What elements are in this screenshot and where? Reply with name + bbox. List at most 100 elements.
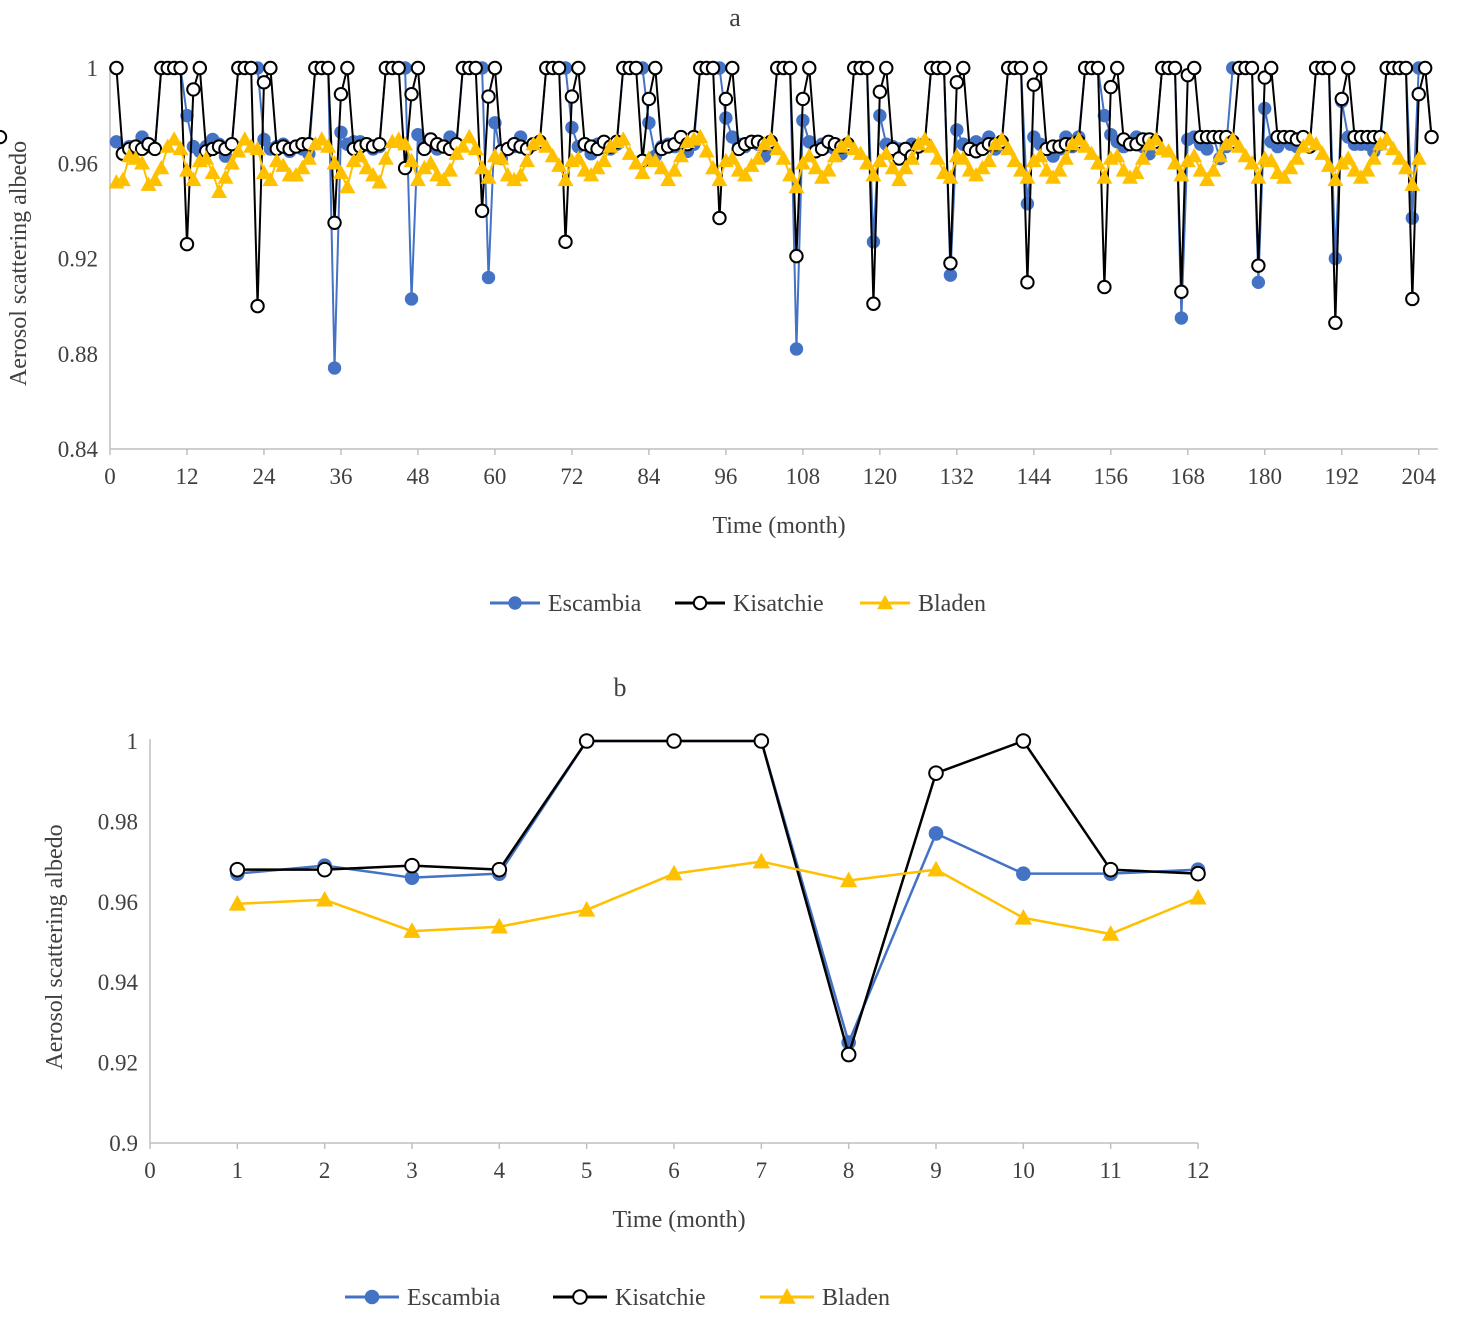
data-point (642, 116, 656, 130)
data-point (820, 162, 837, 177)
data-point (762, 131, 779, 146)
data-point (1385, 140, 1402, 156)
data-point (327, 215, 342, 230)
data-point (159, 138, 176, 153)
y-tick-label: 0.98 (98, 809, 138, 834)
y-tick-label: 0.92 (58, 247, 98, 272)
data-point (1013, 162, 1029, 177)
data-point (1257, 70, 1272, 85)
data-point (1033, 60, 1048, 76)
data-point (852, 145, 869, 160)
data-point (230, 143, 247, 158)
data-point (551, 157, 568, 172)
data-point (859, 60, 875, 76)
data-point (172, 140, 189, 156)
x-tick-label: 144 (1017, 464, 1052, 489)
data-point (1365, 150, 1382, 165)
legend: Escambia Kisatchie Bladen (490, 591, 986, 617)
data-point (320, 60, 336, 76)
data-point (481, 270, 496, 285)
series-line-kisatchie (237, 739, 1199, 1056)
data-point (866, 235, 881, 249)
x-tick-label: 84 (637, 464, 661, 489)
data-point (1020, 197, 1035, 211)
x-tick-label: 24 (252, 464, 276, 489)
data-point (1103, 79, 1119, 95)
y-tick-label: 0.84 (58, 437, 99, 462)
data-point (949, 75, 965, 90)
data-point (1231, 138, 1248, 153)
data-point (404, 86, 419, 102)
x-tick-label: 11 (1100, 1158, 1122, 1183)
data-point (454, 138, 471, 153)
x-tick-label: 6 (668, 1158, 680, 1183)
data-point (1134, 150, 1151, 165)
data-point (192, 60, 208, 76)
data-point (802, 60, 817, 76)
data-point (1346, 162, 1363, 177)
data-point (1147, 131, 1164, 146)
data-point (315, 890, 334, 907)
legend-marker (692, 595, 708, 611)
data-point (1070, 131, 1087, 146)
data-point (448, 145, 465, 160)
data-point (1224, 131, 1241, 146)
data-point (404, 292, 419, 306)
series-line-bladen (237, 860, 1199, 936)
data-point (1090, 60, 1106, 76)
data-point (1405, 291, 1420, 307)
data-point (571, 60, 586, 76)
legend-marker (778, 1288, 796, 1304)
chart-title: a (729, 3, 741, 32)
data-point (1013, 60, 1029, 76)
data-point (564, 89, 580, 104)
legend-label: Escambia (407, 1285, 501, 1311)
data-point (1211, 147, 1228, 163)
data-point (467, 140, 484, 156)
data-point (871, 152, 888, 168)
y-tick-label: 1 (127, 729, 139, 754)
data-point (769, 140, 786, 156)
y-tick-label: 0.94 (98, 970, 139, 995)
data-point (743, 157, 760, 172)
data-point (490, 917, 509, 934)
data-point (403, 152, 420, 168)
data-point (1174, 284, 1189, 300)
data-point (204, 164, 221, 179)
x-tick-label: 7 (756, 1158, 768, 1183)
data-point (365, 166, 382, 182)
data-point (1424, 129, 1439, 145)
series-line-kisatchie (115, 67, 1433, 324)
data-point (583, 166, 600, 182)
x-tick-label: 9 (930, 1158, 942, 1183)
data-point (1353, 169, 1369, 184)
data-point (249, 140, 266, 156)
data-point (782, 60, 798, 76)
series-bladen (228, 852, 1207, 941)
series-kisatchie (0, 60, 1439, 330)
data-point (705, 60, 721, 76)
data-point (672, 147, 689, 163)
data-point (866, 296, 881, 311)
legend-marker (364, 1289, 380, 1305)
data-point (1244, 60, 1260, 76)
data-point (442, 162, 458, 177)
data-point (229, 861, 246, 878)
data-point (422, 155, 439, 170)
data-point (1051, 162, 1068, 177)
data-point (1340, 60, 1356, 76)
data-point (1340, 150, 1357, 165)
y-tick-label: 0.88 (58, 342, 98, 367)
data-point (1378, 131, 1395, 146)
data-point (352, 147, 369, 163)
data-point (1045, 169, 1062, 184)
data-point (217, 169, 234, 184)
data-point (1398, 60, 1414, 76)
data-point (1032, 147, 1049, 163)
data-point (1083, 145, 1100, 160)
data-point (839, 133, 856, 149)
data-point (558, 234, 573, 250)
data-point (1167, 60, 1183, 76)
legend: Escambia Kisatchie Bladen (345, 1285, 890, 1311)
data-point (1006, 152, 1023, 168)
